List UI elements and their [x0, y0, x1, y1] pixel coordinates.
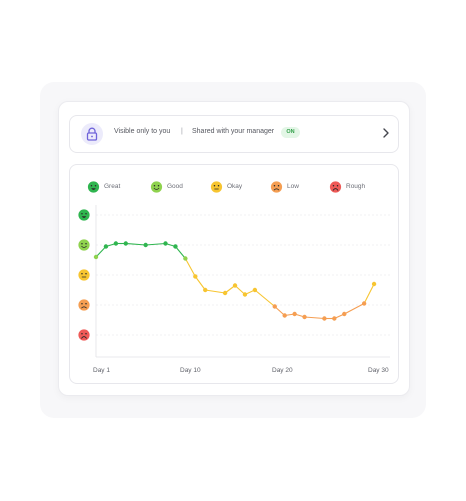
data-point [242, 292, 248, 297]
low-face-icon [270, 181, 283, 193]
data-point [332, 316, 337, 321]
chevron-right-icon[interactable] [382, 128, 390, 138]
data-point [292, 311, 297, 317]
data-point [342, 311, 347, 317]
series-segment [205, 289, 226, 294]
data-point [322, 316, 327, 321]
privacy-row[interactable]: Visible only to you | Shared with your m… [69, 115, 399, 153]
data-point [183, 256, 188, 261]
data-point [361, 301, 367, 306]
series-segment [254, 289, 276, 307]
legend-label: Great [104, 183, 121, 190]
data-point [282, 313, 287, 318]
data-point [371, 281, 377, 287]
separator: | [181, 128, 183, 135]
data-point [302, 314, 307, 320]
legend-label: Low [287, 183, 299, 190]
data-point [93, 254, 99, 260]
mood-chart: Great Good Okay Low Rough Day 1 Day 10 Day 2… [69, 164, 399, 384]
great-face-icon [87, 181, 100, 193]
legend-label: Rough [346, 183, 366, 190]
series-segment [194, 276, 206, 291]
data-point [252, 287, 258, 293]
x-tick-label: Day 20 [272, 367, 293, 374]
y-level-okay-icon [78, 269, 90, 281]
x-tick-label: Day 10 [180, 367, 201, 374]
legend-label: Okay [227, 183, 243, 190]
data-point [272, 304, 277, 309]
rough-face-icon [329, 181, 342, 193]
good-face-icon [150, 181, 163, 193]
data-point [103, 244, 109, 249]
shared-with-manager-text: Shared with your manager [192, 128, 275, 135]
data-point [173, 244, 178, 249]
series-segment [363, 283, 375, 304]
okay-face-icon [210, 181, 223, 193]
x-tick-label: Day 1 [93, 367, 110, 374]
series-segment [125, 242, 146, 246]
series-segment [184, 258, 196, 277]
data-point [143, 242, 148, 248]
y-level-low-icon [78, 299, 90, 311]
lock-icon [81, 123, 103, 145]
y-level-good-icon [78, 239, 90, 251]
series-segment [95, 246, 107, 258]
series-segment [344, 303, 365, 315]
x-tick-label: Day 30 [368, 367, 389, 374]
legend-label: Good [167, 183, 183, 190]
series-segment [175, 246, 186, 259]
data-point [123, 241, 128, 246]
data-point [113, 241, 119, 246]
mood-plot [78, 205, 390, 358]
series-segment [234, 285, 246, 295]
visibility-text: Visible only to you [114, 128, 171, 135]
series-segment [304, 316, 325, 320]
mood-card: Visible only to you | Shared with your m… [58, 101, 410, 396]
shared-status-badge[interactable]: ON [281, 127, 300, 138]
series-segment [274, 306, 286, 316]
data-point [203, 287, 208, 293]
data-point [163, 241, 168, 246]
data-point [193, 274, 198, 279]
series-segment [145, 242, 166, 246]
data-point [232, 283, 238, 288]
y-level-rough-icon [78, 329, 90, 341]
data-point [222, 290, 228, 296]
y-level-great-icon [78, 209, 90, 221]
